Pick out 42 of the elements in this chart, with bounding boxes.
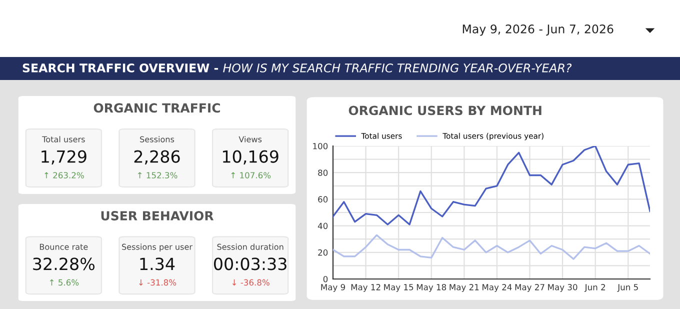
category-label: Sessions per user — [122, 244, 193, 252]
line-series — [333, 234, 650, 260]
y-tick-label: 0 — [323, 276, 328, 282]
text: May 9, 2026 - Jun 7, 2026 — [462, 24, 614, 36]
data-label: ↑ 263.2% — [44, 172, 84, 178]
x-tick-label: May 18 — [416, 284, 446, 292]
x-tick-label: May 9 — [321, 284, 346, 292]
x-tick-label: Jun 2 — [584, 284, 605, 292]
category-label: Total users — [42, 136, 85, 142]
text: 32.28% — [33, 258, 95, 270]
category-label: Bounce rate — [40, 244, 88, 250]
text: 00:03:33 — [214, 258, 286, 270]
x-tick-label: May 21 — [450, 284, 479, 292]
text: 1,729 — [42, 150, 86, 165]
text: 1.34 — [140, 258, 175, 270]
data-label: ↑ 107.6% — [231, 172, 271, 178]
data-label: ↓ -36.8% — [232, 279, 270, 286]
y-tick-label: 80 — [318, 170, 328, 176]
category-label: Views — [238, 136, 262, 142]
text: USER BEHAVIOR — [101, 211, 214, 220]
x-tick-label: May 12 — [351, 284, 380, 292]
data-label: ↑ 5.6% — [50, 279, 79, 286]
x-tick-label: May 24 — [482, 284, 512, 292]
category-label: Sessions — [140, 136, 174, 142]
text: SEARCH TRAFFIC OVERVIEW - — [22, 63, 218, 72]
text: 10,169 — [223, 150, 278, 165]
y-tick-label: 60 — [318, 196, 328, 202]
x-tick-label: May 30 — [548, 284, 578, 292]
text: HOW IS MY SEARCH TRAFFIC TRENDING YEAR-OVER-YEAR? — [223, 63, 572, 72]
y-tick-label: 20 — [318, 249, 328, 256]
y-tick-label: 100 — [313, 142, 328, 150]
text: 2,286 — [134, 150, 180, 165]
x-tick-label: May 27 — [515, 284, 544, 292]
line-series — [333, 146, 650, 226]
x-tick-label: Jun 5 — [617, 284, 638, 292]
data-label: ↑ 152.3% — [138, 172, 178, 178]
x-tick-label: May 15 — [384, 284, 414, 292]
category-label: Session duration — [217, 244, 284, 250]
y-tick-label: 40 — [318, 222, 328, 230]
chart-title: ORGANIC USERS BY MONTH — [348, 106, 542, 116]
data-label: ↓ -31.8% — [139, 279, 176, 286]
text: ORGANIC TRAFFIC — [94, 103, 220, 113]
